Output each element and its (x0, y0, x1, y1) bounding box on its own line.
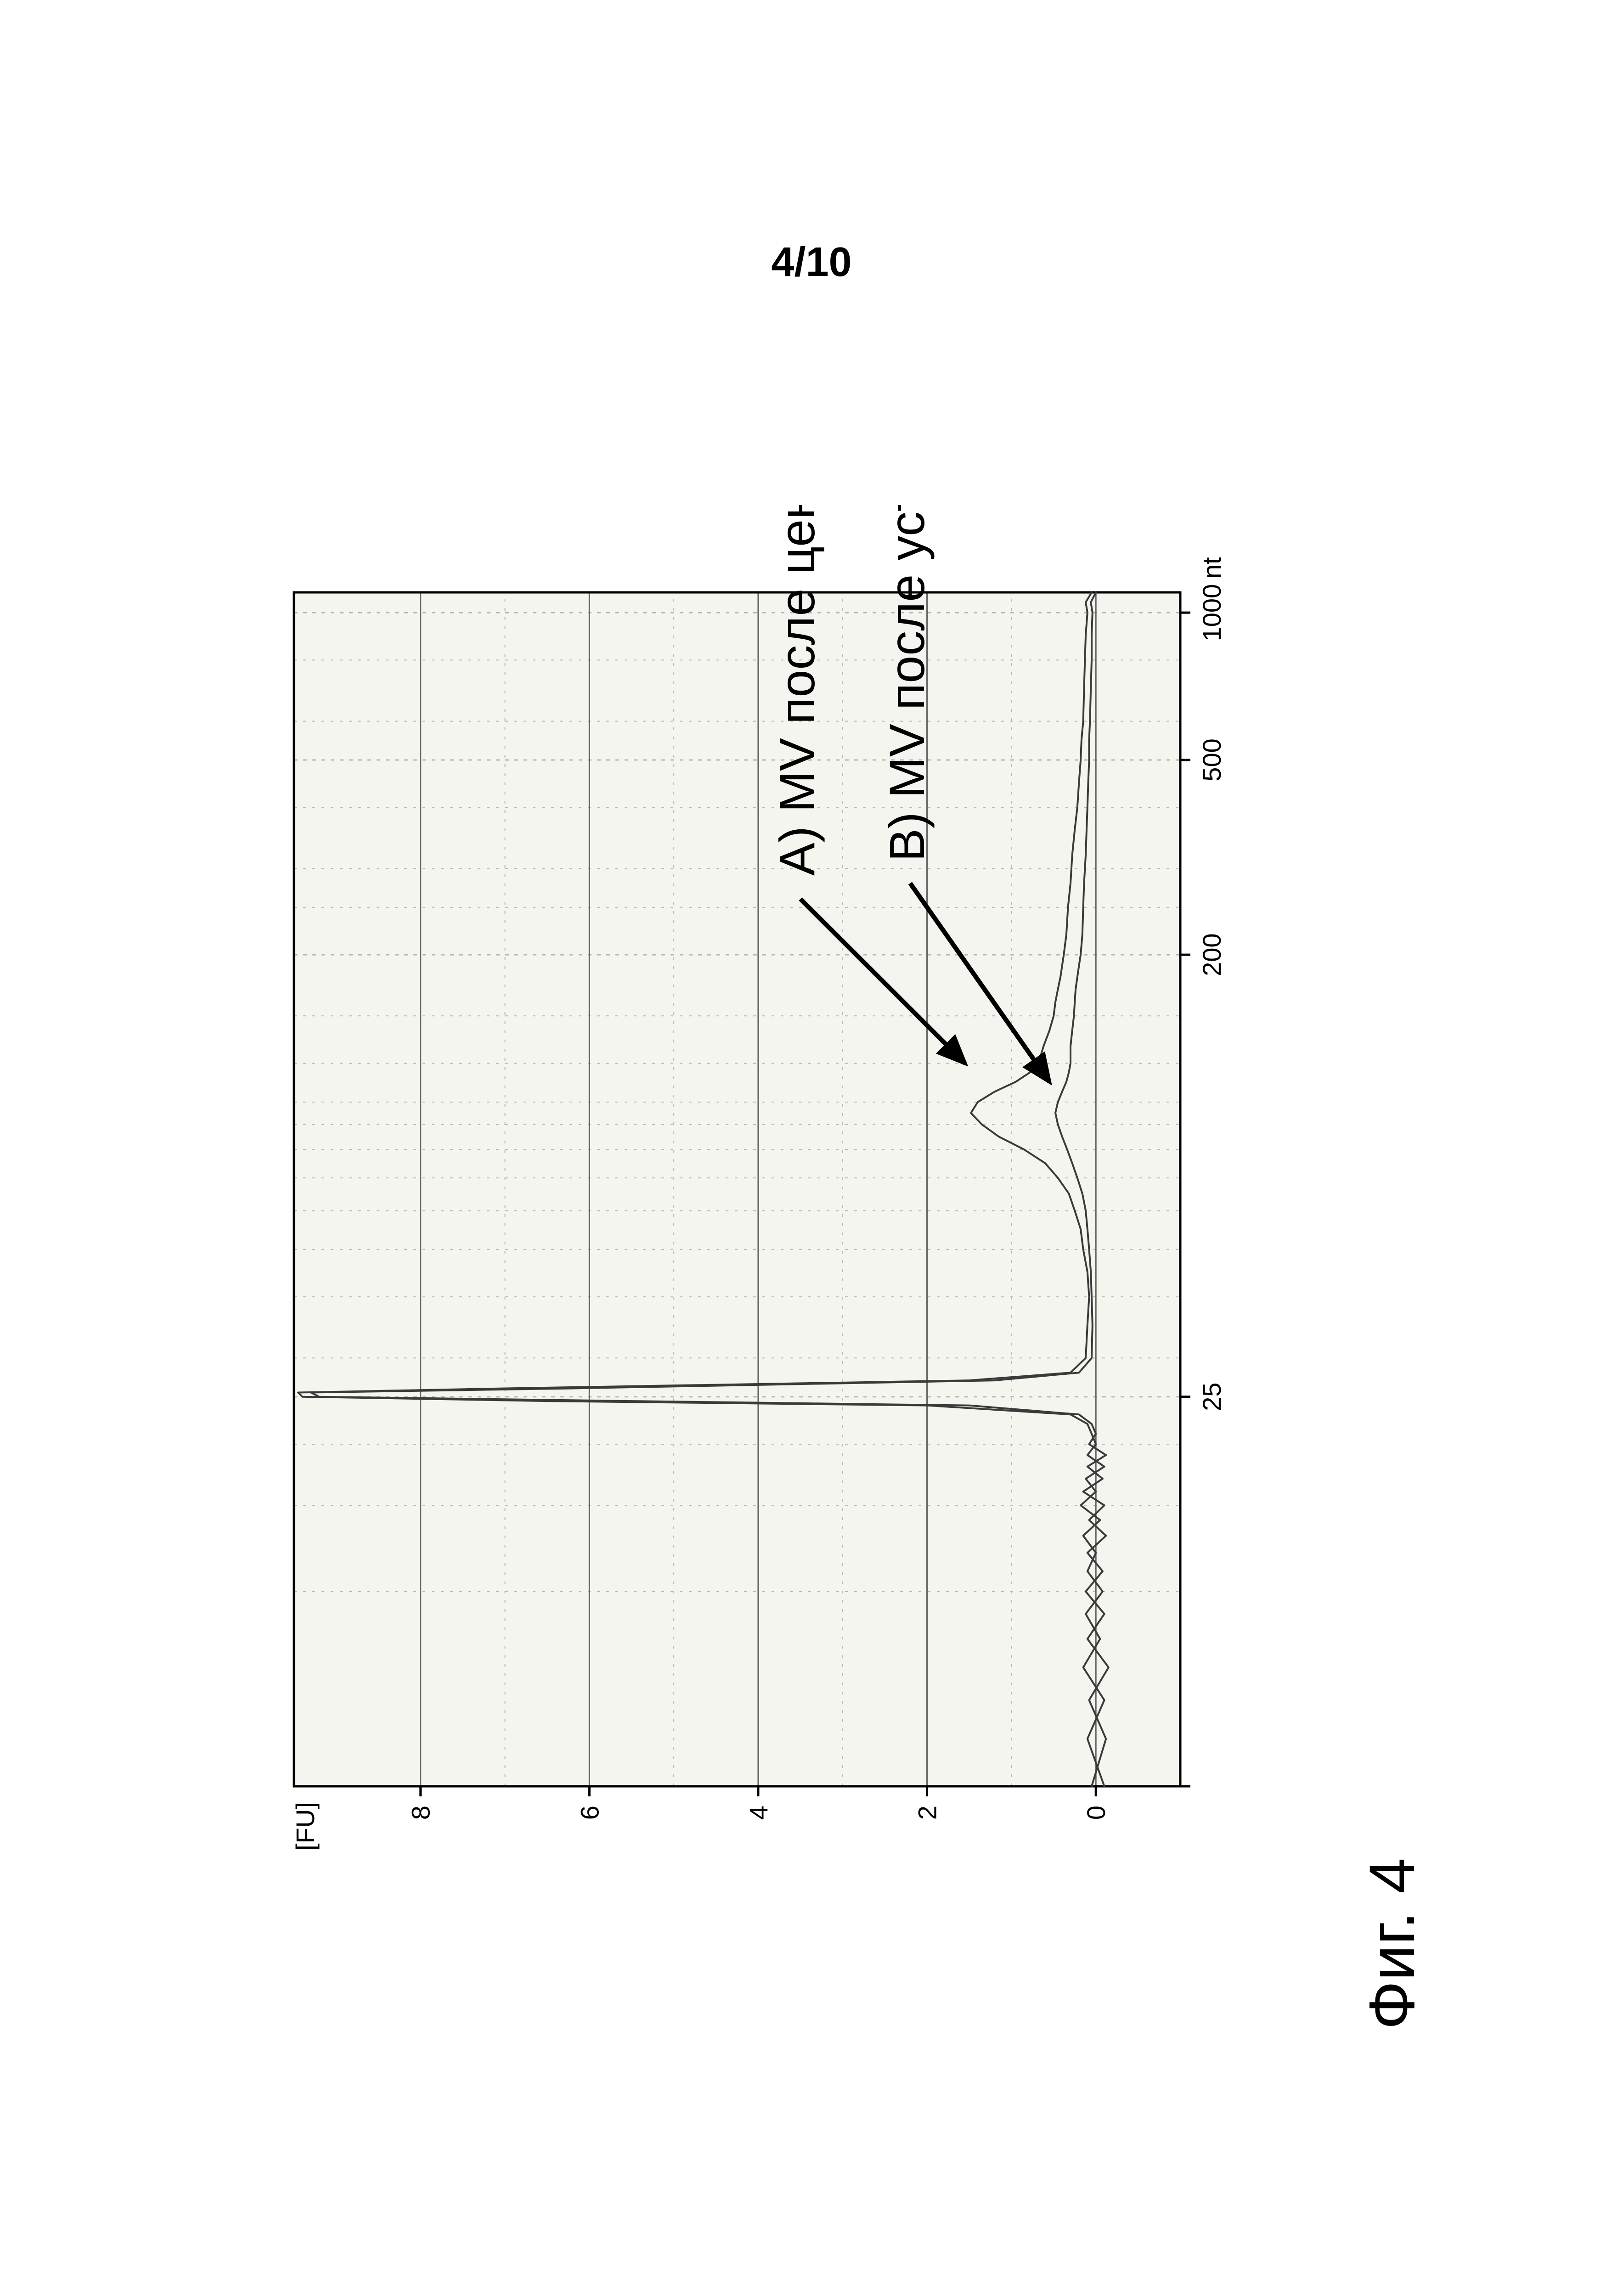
svg-text:1000: 1000 (1197, 584, 1226, 642)
page: 4/10 0 2 4 6 8 [FU] 25 200 500 1000 nt A) MV после … (0, 0, 1623, 2296)
svg-text:6: 6 (575, 1806, 604, 1820)
page-number: 4/10 (0, 239, 1623, 286)
svg-text:200: 200 (1197, 933, 1226, 976)
svg-text:25: 25 (1197, 1383, 1226, 1411)
svg-text:[FU]: [FU] (291, 1802, 320, 1851)
annotation-b-label: B) MV после устройства с HF (879, 505, 935, 861)
svg-text:nt: nt (1197, 557, 1226, 579)
svg-text:4: 4 (744, 1806, 773, 1820)
svg-text:0: 0 (1082, 1806, 1110, 1820)
chart-container: 0 2 4 6 8 [FU] 25 200 500 1000 nt A) MV после центр… (184, 459, 1332, 1929)
svg-text:500: 500 (1197, 738, 1226, 781)
annotation-a-label: A) MV после центрифуги (769, 505, 825, 876)
figure-label: Фиг. 4 (1355, 1858, 1429, 2030)
svg-text:8: 8 (406, 1806, 435, 1820)
electropherogram-chart: 0 2 4 6 8 [FU] 25 200 500 1000 nt A) MV после центр… (253, 505, 1263, 1883)
svg-text:2: 2 (913, 1806, 942, 1820)
